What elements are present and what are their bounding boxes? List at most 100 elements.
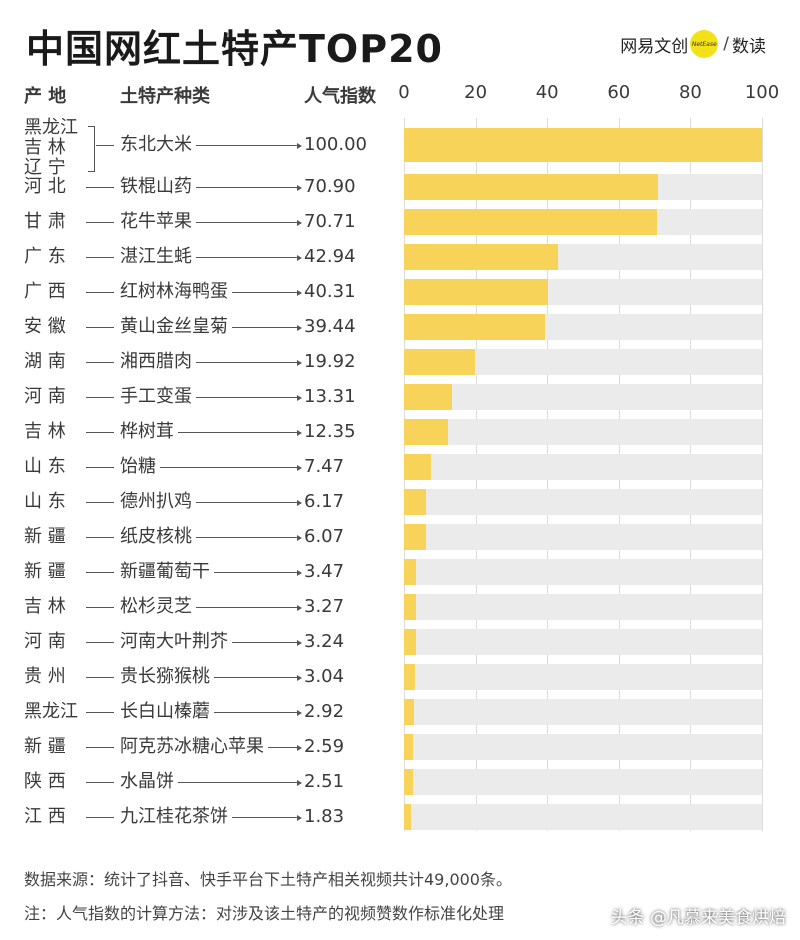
origin-label: 安 徽 [24, 316, 66, 337]
origin-label: 甘 肃 [24, 211, 66, 232]
value-label: 12.35 [304, 421, 356, 442]
value-label: 6.17 [304, 491, 345, 512]
connector-line [86, 362, 114, 363]
item-label: 水晶饼 [120, 769, 178, 795]
connector-line [86, 397, 114, 398]
item-label: 铁棍山药 [120, 174, 196, 200]
value-label: 6.07 [304, 526, 345, 547]
brand-logo: 网易文创 NetEase / 数读 [620, 30, 766, 58]
bar [404, 244, 558, 270]
watermark: 头条 @凡慕来美食烘焙 [610, 908, 786, 928]
leader-line [124, 222, 298, 223]
value-label: 13.31 [304, 386, 356, 407]
origin-label: 黑龙江 [24, 117, 78, 138]
arrow-icon [297, 464, 302, 471]
bar-track [404, 454, 762, 480]
connector-line [86, 327, 114, 328]
origin-label: 辽 宁 [24, 157, 66, 178]
value-label: 39.44 [304, 316, 356, 337]
value-label: 2.92 [304, 701, 345, 722]
connector-line [86, 747, 114, 748]
connector-line [86, 677, 114, 678]
origin-label: 山 东 [24, 491, 66, 512]
item-label: 纸皮核桃 [120, 524, 196, 550]
page-title: 中国网红土特产TOP20 [26, 27, 443, 71]
arrow-icon [297, 779, 302, 786]
x-tick-label: 20 [464, 82, 488, 103]
connector-line [86, 572, 114, 573]
connector-line [86, 257, 114, 258]
value-label: 1.83 [304, 806, 345, 827]
origin-label: 河 南 [24, 386, 66, 407]
arrow-icon [297, 534, 302, 541]
bar [404, 769, 413, 795]
bar [404, 489, 427, 515]
origin-label: 广 东 [24, 246, 66, 267]
arrow-icon [297, 639, 302, 646]
connector-line [86, 187, 114, 188]
origin-label: 吉 林 [24, 137, 66, 158]
arrow-icon [297, 709, 302, 716]
bar-track [404, 664, 762, 690]
value-label: 3.24 [304, 631, 345, 652]
value-label: 42.94 [304, 246, 356, 267]
item-label: 花牛苹果 [120, 209, 196, 235]
arrow-icon [297, 219, 302, 226]
item-label: 黄山金丝皇菊 [120, 314, 232, 340]
bar-track [404, 559, 762, 585]
arrow-icon [297, 674, 302, 681]
bar [404, 419, 449, 445]
connector-line [86, 537, 114, 538]
value-label: 7.47 [304, 456, 345, 477]
leader-line [124, 607, 298, 608]
bar-track [404, 419, 762, 445]
value-label: 100.00 [304, 134, 367, 155]
arrow-icon [297, 184, 302, 191]
item-label: 东北大米 [120, 132, 196, 158]
value-label: 2.51 [304, 771, 345, 792]
item-label: 饴糖 [120, 454, 160, 480]
leader-line [124, 145, 298, 146]
origin-label: 吉 林 [24, 596, 66, 617]
connector-line [86, 782, 114, 783]
connector-line [86, 712, 114, 713]
bar [404, 209, 658, 235]
arrow-icon [297, 814, 302, 821]
arrow-icon [297, 604, 302, 611]
item-label: 红树林海鸭蛋 [120, 279, 232, 305]
arrow-icon [297, 289, 302, 296]
arrow-icon [297, 254, 302, 261]
value-label: 40.31 [304, 281, 356, 302]
item-label: 贵长猕猴桃 [120, 664, 214, 690]
arrow-icon [297, 142, 302, 149]
bar-track [404, 594, 762, 620]
x-tick-label: 40 [535, 82, 559, 103]
bar [404, 594, 416, 620]
x-tick-label: 60 [607, 82, 631, 103]
bar-track [404, 804, 762, 830]
bar [404, 629, 416, 655]
leader-line [124, 432, 298, 433]
leader-line [124, 502, 298, 503]
item-label: 桦树茸 [120, 419, 178, 445]
origin-label: 广 西 [24, 281, 66, 302]
origin-label: 河 南 [24, 631, 66, 652]
arrow-icon [297, 499, 302, 506]
bar [404, 699, 415, 725]
connector-line [86, 502, 114, 503]
x-tick-label: 80 [678, 82, 702, 103]
value-label: 70.90 [304, 176, 356, 197]
leader-line [124, 187, 298, 188]
gridline [762, 118, 763, 831]
netease-logo-icon: NetEase [690, 30, 719, 58]
bar-track [404, 629, 762, 655]
item-label: 九江桂花茶饼 [120, 804, 232, 830]
item-label: 阿克苏冰糖心苹果 [120, 734, 268, 760]
x-tick-label: 100 [744, 82, 780, 103]
bar [404, 174, 658, 200]
origin-label: 山 东 [24, 456, 66, 477]
connector-line [96, 145, 114, 146]
brand-sub: 数读 [732, 36, 766, 57]
leader-line [124, 397, 298, 398]
column-header-item: 土特产种类 [120, 86, 210, 107]
